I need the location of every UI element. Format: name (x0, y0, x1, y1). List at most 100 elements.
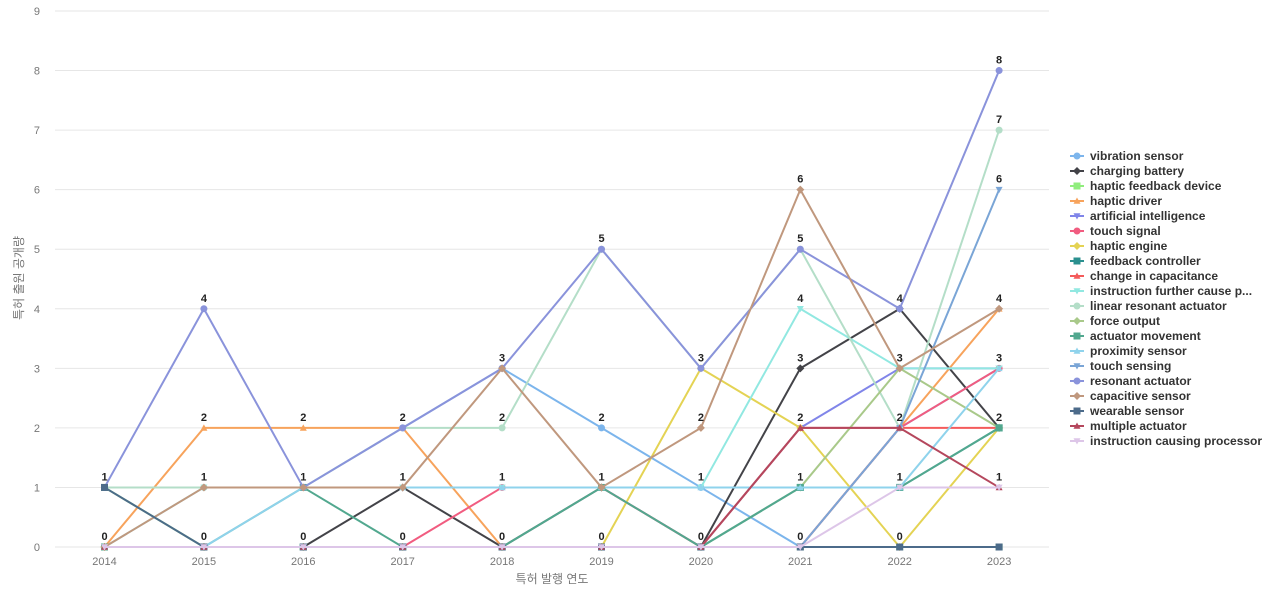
legend-marker[interactable] (1073, 317, 1081, 325)
data-point[interactable] (995, 126, 1003, 134)
series-line[interactable] (103, 70, 1001, 489)
legend-marker[interactable] (1073, 152, 1081, 160)
data-label: 3 (996, 352, 1002, 364)
legend-marker[interactable] (1073, 257, 1081, 265)
legend-item[interactable]: haptic driver (1070, 194, 1162, 208)
data-point[interactable] (299, 483, 308, 492)
data-point[interactable] (995, 364, 1003, 372)
data-point[interactable] (299, 424, 307, 431)
legend-item[interactable]: change in capacitance (1070, 269, 1218, 283)
data-label: 2 (499, 412, 505, 424)
series-line[interactable] (104, 367, 1000, 548)
data-point[interactable] (498, 544, 506, 551)
data-point[interactable] (101, 483, 108, 491)
legend-marker[interactable] (1073, 213, 1081, 220)
series-line[interactable] (103, 188, 1000, 548)
data-point[interactable] (598, 424, 605, 432)
data-point[interactable] (896, 424, 904, 431)
legend-marker[interactable] (1073, 347, 1081, 354)
series-line[interactable] (104, 367, 1000, 548)
data-point[interactable] (995, 67, 1003, 75)
legend-marker[interactable] (1073, 332, 1081, 340)
data-point[interactable] (995, 543, 1003, 551)
data-point[interactable] (796, 245, 804, 253)
legend-marker[interactable] (1073, 288, 1081, 295)
data-point[interactable] (995, 186, 1003, 194)
series (100, 67, 1004, 551)
data-point[interactable] (498, 483, 506, 491)
data-label: 6 (797, 174, 803, 186)
data-point[interactable] (498, 424, 506, 432)
data-point[interactable] (796, 544, 804, 551)
legend-item[interactable]: charging battery (1070, 164, 1184, 178)
legend-item[interactable]: haptic engine (1070, 239, 1168, 253)
legend-item[interactable]: multiple actuator (1070, 419, 1187, 433)
data-point[interactable] (199, 483, 208, 492)
data-point[interactable] (896, 484, 904, 491)
data-point[interactable] (597, 483, 606, 492)
legend-marker[interactable] (1073, 302, 1081, 310)
legend-marker[interactable] (1073, 392, 1081, 400)
x-tick-label: 2014 (92, 556, 116, 568)
legend-item[interactable]: vibration sensor (1070, 149, 1184, 163)
legend-item[interactable]: capacitive sensor (1070, 389, 1191, 403)
data-label: 3 (499, 352, 505, 364)
data-point[interactable] (498, 364, 507, 373)
legend-marker[interactable] (1073, 197, 1081, 204)
data-point[interactable] (200, 305, 208, 313)
legend-item[interactable]: touch signal (1070, 224, 1161, 238)
data-point[interactable] (796, 424, 804, 431)
data-point[interactable] (398, 483, 407, 492)
legend-marker[interactable] (1073, 407, 1081, 415)
data-point[interactable] (200, 544, 208, 551)
series-line[interactable] (104, 486, 1000, 548)
legend-item[interactable]: linear resonant actuator (1070, 299, 1227, 313)
data-point[interactable] (995, 484, 1003, 491)
data-point[interactable] (895, 364, 904, 373)
series-line[interactable] (104, 367, 1000, 548)
legend-item[interactable]: artificial intelligence (1070, 209, 1206, 223)
data-point[interactable] (399, 544, 407, 551)
legend-item[interactable]: force output (1070, 314, 1160, 328)
series-line[interactable] (104, 367, 1000, 548)
legend-item[interactable]: wearable sensor (1070, 404, 1184, 418)
legend-marker[interactable] (1073, 272, 1081, 279)
legend-marker[interactable] (1073, 363, 1081, 370)
series-line[interactable] (104, 367, 1000, 548)
legend-marker[interactable] (1073, 182, 1081, 190)
legend-marker[interactable] (1073, 422, 1081, 429)
legend-item[interactable]: feedback controller (1070, 254, 1201, 268)
legend-marker[interactable] (1073, 242, 1081, 250)
legend-item[interactable]: touch sensing (1070, 359, 1171, 373)
data-point[interactable] (796, 305, 804, 313)
data-point[interactable] (598, 544, 605, 551)
data-point[interactable] (696, 423, 705, 432)
data-point[interactable] (796, 483, 804, 491)
legend-item[interactable]: instruction causing processor (1070, 434, 1262, 448)
data-point[interactable] (796, 185, 805, 194)
data-label: 2 (400, 412, 406, 424)
legend-item[interactable]: proximity sensor (1070, 344, 1187, 358)
data-point[interactable] (697, 364, 705, 372)
legend-marker[interactable] (1073, 167, 1081, 175)
legend-marker[interactable] (1073, 438, 1081, 445)
legend-marker[interactable] (1073, 227, 1081, 235)
data-point[interactable] (697, 544, 705, 551)
legend-item[interactable]: instruction further cause p... (1070, 284, 1252, 298)
legend-item[interactable]: resonant actuator (1070, 374, 1192, 388)
data-point[interactable] (995, 424, 1003, 432)
data-point[interactable] (101, 544, 108, 551)
data-point[interactable] (697, 483, 705, 491)
legend-item[interactable]: haptic feedback device (1070, 179, 1222, 193)
data-point[interactable] (299, 544, 307, 551)
data-point[interactable] (598, 245, 605, 253)
data-point[interactable] (796, 364, 805, 373)
data-point[interactable] (896, 543, 904, 551)
data-point[interactable] (995, 304, 1004, 313)
legend-item[interactable]: actuator movement (1070, 329, 1201, 343)
series-line[interactable] (104, 367, 1000, 548)
data-point[interactable] (896, 305, 904, 313)
data-point[interactable] (200, 424, 208, 431)
legend-marker[interactable] (1073, 377, 1081, 385)
data-point[interactable] (399, 424, 407, 432)
